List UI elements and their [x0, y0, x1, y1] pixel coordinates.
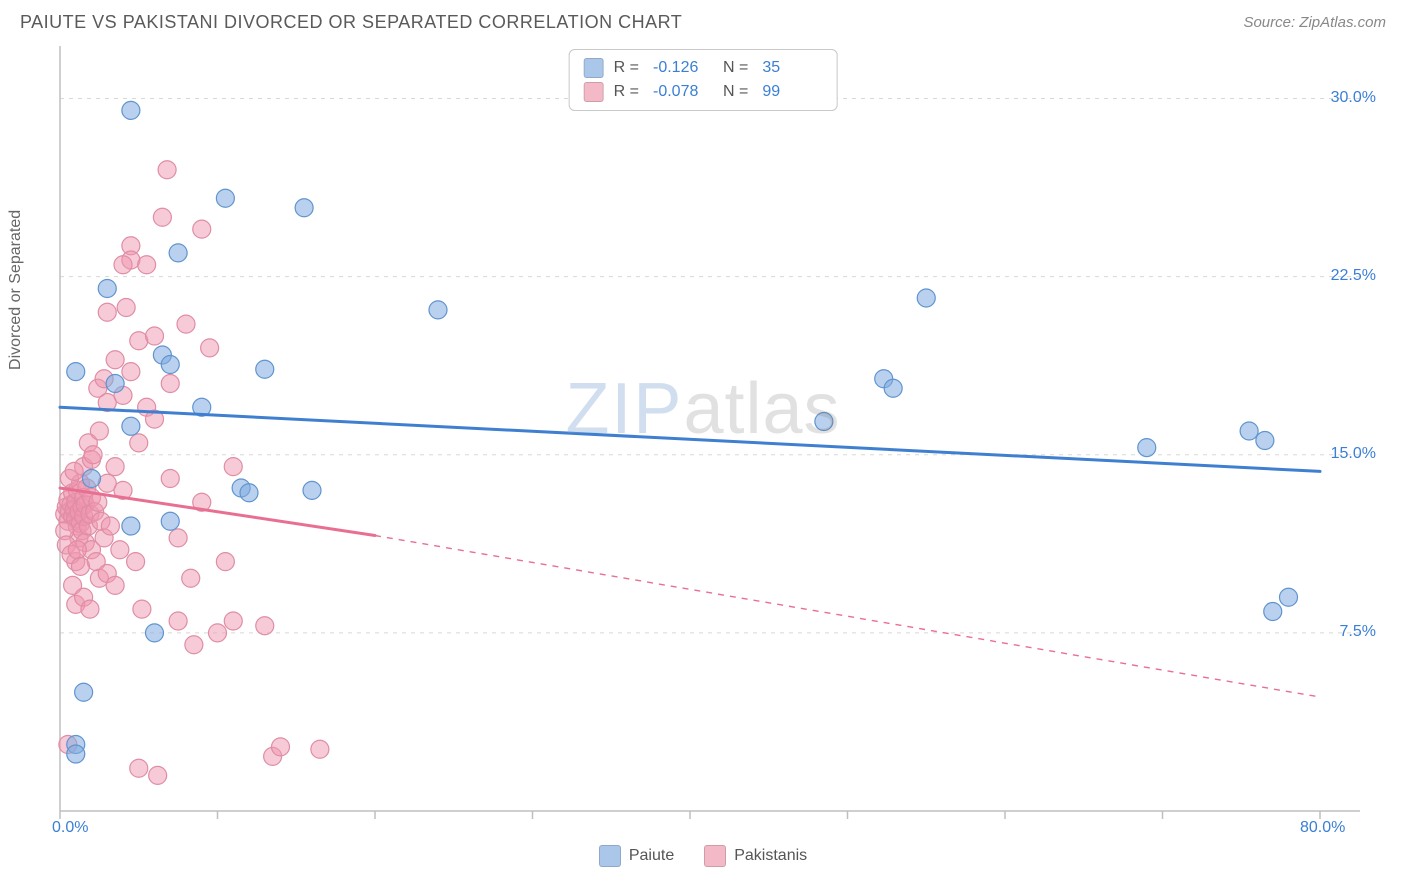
stats-r-value: -0.126 — [653, 56, 713, 80]
stats-row: R = -0.078 N = 99 — [584, 80, 823, 104]
x-tick-label-min: 0.0% — [52, 819, 88, 837]
stats-n-value: 99 — [762, 80, 822, 104]
y-tick-label: 22.5% — [1331, 267, 1376, 285]
stats-r-label: R = — [614, 80, 639, 104]
stats-r-label: R = — [614, 56, 639, 80]
stats-swatch — [584, 82, 604, 102]
y-tick-label: 15.0% — [1331, 445, 1376, 463]
y-axis-label: Divorced or Separated — [7, 210, 25, 370]
chart-legend: Paiute Pakistanis — [0, 845, 1406, 867]
stats-n-label: N = — [723, 56, 748, 80]
stats-n-value: 35 — [762, 56, 822, 80]
source-attribution: Source: ZipAtlas.com — [1243, 14, 1386, 31]
scatter-chart — [20, 41, 1386, 841]
stats-n-label: N = — [723, 80, 748, 104]
legend-item: Paiute — [599, 845, 674, 867]
legend-label: Paiute — [629, 847, 674, 865]
stats-swatch — [584, 58, 604, 78]
chart-title: PAIUTE VS PAKISTANI DIVORCED OR SEPARATE… — [20, 12, 682, 33]
stats-r-value: -0.078 — [653, 80, 713, 104]
chart-header: PAIUTE VS PAKISTANI DIVORCED OR SEPARATE… — [0, 0, 1406, 41]
legend-item: Pakistanis — [704, 845, 807, 867]
y-tick-label: 30.0% — [1331, 89, 1376, 107]
y-tick-label: 7.5% — [1340, 623, 1376, 641]
x-tick-label-max: 80.0% — [1300, 819, 1345, 837]
legend-swatch — [704, 845, 726, 867]
legend-label: Pakistanis — [734, 847, 807, 865]
legend-swatch — [599, 845, 621, 867]
stats-box: R = -0.126 N = 35 R = -0.078 N = 99 — [569, 49, 838, 111]
chart-area: Divorced or Separated ZIPatlas R =-0.126… — [20, 41, 1386, 841]
stats-row: R = -0.126 N = 35 — [584, 56, 823, 80]
